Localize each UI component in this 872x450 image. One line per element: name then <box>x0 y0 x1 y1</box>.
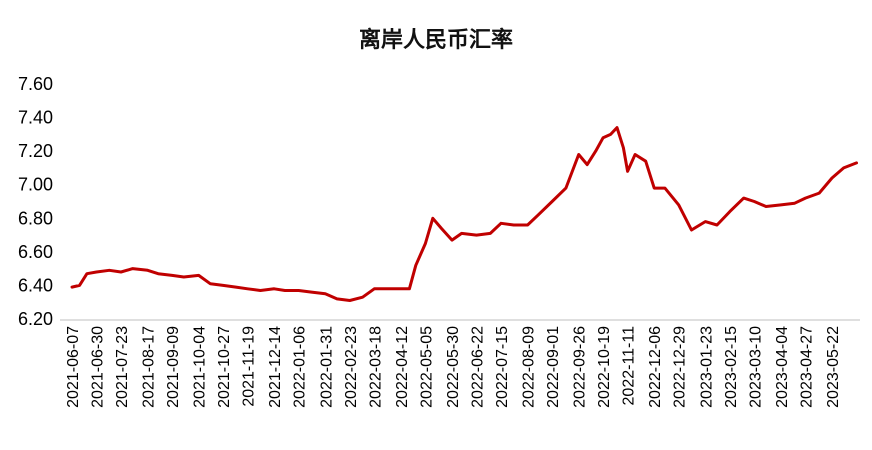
x-tick-label: 2023-04-27 <box>798 326 815 408</box>
x-tick-label: 2021-12-14 <box>267 326 284 408</box>
x-tick-label: 2022-12-06 <box>647 326 664 408</box>
plot-area <box>70 126 858 302</box>
x-tick-label: 2021-06-07 <box>65 326 82 408</box>
series-line <box>70 126 858 302</box>
y-tick-label: 6.60 <box>18 242 53 262</box>
x-tick-label: 2021-07-23 <box>114 326 131 408</box>
x-tick-label: 2022-12-29 <box>672 326 689 408</box>
x-tick-label: 2022-05-30 <box>445 326 462 408</box>
x-tick-label: 2022-04-12 <box>394 326 411 408</box>
x-tick-label: 2022-02-23 <box>343 326 360 408</box>
y-tick-label: 7.20 <box>18 141 53 161</box>
x-tick-label: 2022-01-31 <box>318 326 335 408</box>
x-tick-label: 2021-11-19 <box>241 326 258 407</box>
x-tick-label: 2023-04-04 <box>774 326 791 408</box>
x-tick-label: 2023-01-23 <box>698 326 715 408</box>
x-tick-label: 2022-09-01 <box>545 326 562 408</box>
x-tick-label: 2022-10-19 <box>596 326 613 408</box>
x-tick-label: 2022-01-06 <box>292 326 309 408</box>
x-axis: 2021-06-07 2021-06-30 2021-07-23 2021-08-17… <box>60 319 860 408</box>
y-tick-label: 6.40 <box>18 275 53 295</box>
x-tick-label: 2022-07-15 <box>494 326 511 408</box>
x-tick-label: 2022-08-09 <box>521 326 538 408</box>
y-tick-label: 6.80 <box>18 208 53 228</box>
x-tick-label: 2022-09-26 <box>572 326 589 408</box>
x-tick-label: 2022-05-05 <box>418 326 435 408</box>
y-tick-label: 7.60 <box>18 74 53 94</box>
x-tick-label: 2023-05-22 <box>825 326 842 408</box>
x-tick-label: 2021-09-09 <box>165 326 182 408</box>
x-tick-label: 2022-03-18 <box>367 326 384 408</box>
x-tick-label: 2021-08-17 <box>141 326 158 408</box>
x-tick-label: 2022-11-11 <box>621 326 638 406</box>
x-tick-label: 2023-03-10 <box>747 326 764 408</box>
y-tick-label: 7.40 <box>18 108 53 128</box>
y-tick-label: 6.20 <box>18 309 53 329</box>
x-tick-label: 2021-06-30 <box>89 326 106 408</box>
x-tick-label: 2021-10-27 <box>216 326 233 408</box>
x-tick-label: 2023-02-15 <box>723 326 740 408</box>
y-axis: 7.60 7.40 7.20 7.00 6.80 6.60 6.40 6.20 <box>18 74 53 329</box>
x-tick-label: 2021-10-04 <box>192 326 209 408</box>
chart-title: 离岸人民币汇率 <box>359 27 513 53</box>
y-tick-label: 7.00 <box>18 175 53 195</box>
x-tick-label: 2022-06-22 <box>469 326 486 408</box>
